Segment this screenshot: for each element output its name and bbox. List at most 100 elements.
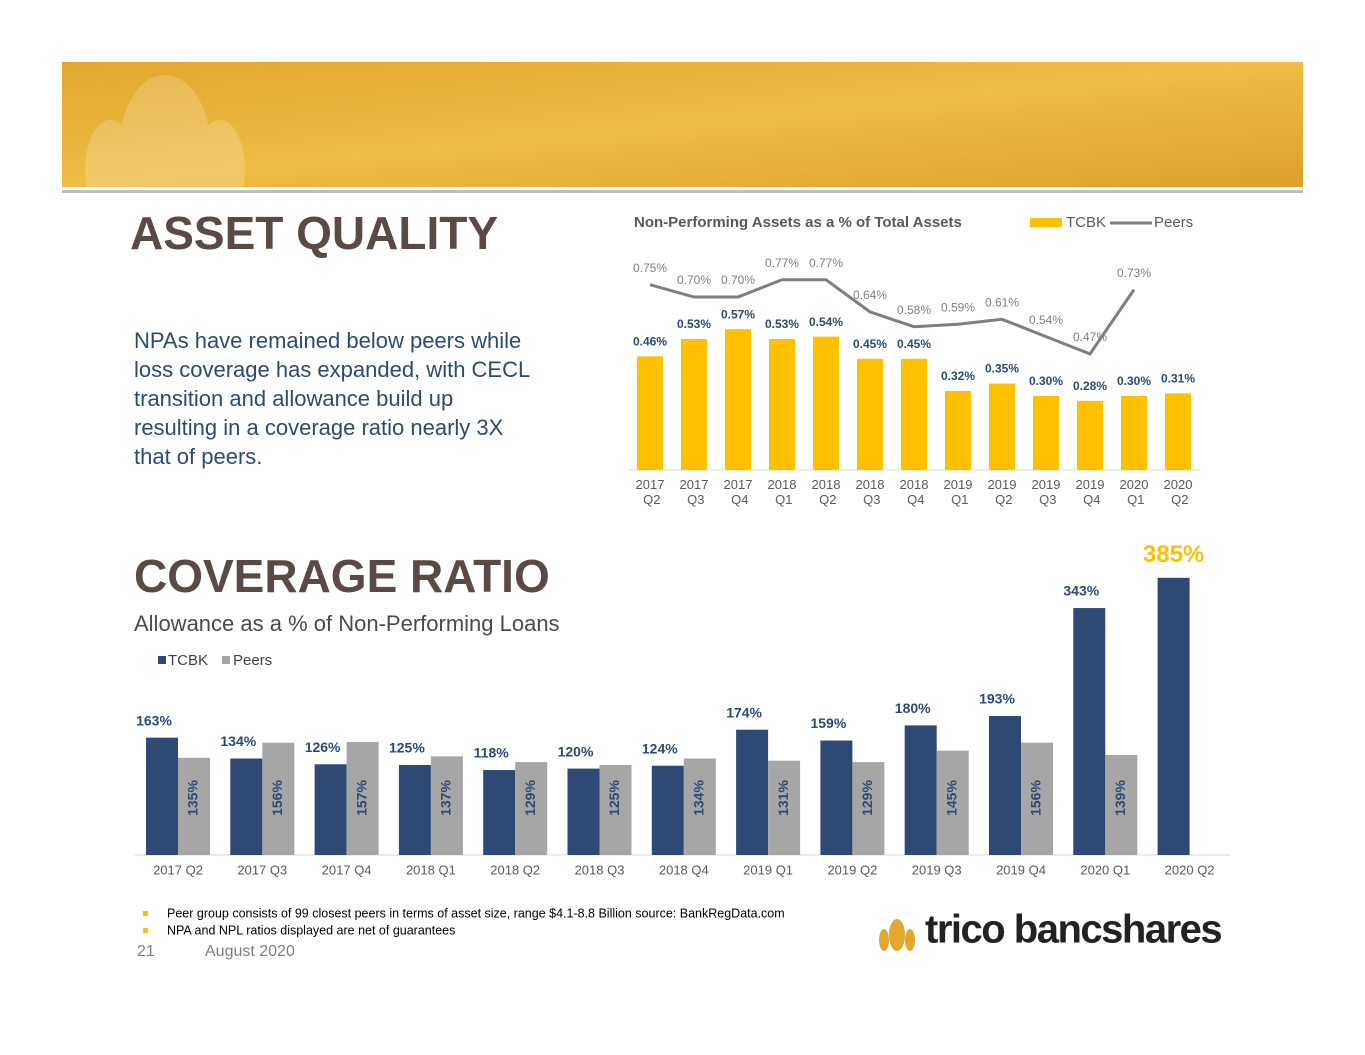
data-label: 0.32% — [941, 369, 975, 383]
x-tick-label: 2017 Q4 — [724, 477, 753, 507]
body-text: NPAs have remained below peers while los… — [134, 328, 530, 469]
banner-rule — [62, 190, 1303, 193]
bar — [146, 737, 178, 855]
bar — [599, 765, 632, 855]
x-tick-label: 2020 Q1 — [1080, 862, 1130, 877]
section-subtitle: Allowance as a % of Non-Performing Loans — [134, 611, 560, 636]
legend-label: Peers — [233, 652, 272, 669]
data-label: 145% — [943, 780, 959, 816]
logo-text: trico bancshares — [925, 908, 1221, 952]
bullet — [143, 928, 148, 933]
x-tick-label: 2018 Q3 — [856, 477, 885, 507]
x-tick-label: 2020 Q2 — [1164, 477, 1193, 507]
data-label: 0.64% — [853, 288, 887, 302]
data-label: 134% — [691, 780, 707, 816]
legend-swatch — [1030, 218, 1062, 227]
bar — [852, 762, 885, 855]
bar — [483, 770, 516, 855]
data-label: 193% — [979, 691, 1015, 707]
data-label: 159% — [810, 715, 846, 731]
bar — [262, 742, 295, 855]
data-label: 0.61% — [985, 295, 1019, 309]
bar — [813, 336, 839, 470]
logo-mark — [879, 919, 915, 951]
legend-label: Peers — [1154, 214, 1193, 231]
x-tick-label: 2017 Q3 — [237, 862, 287, 877]
x-tick-label: 2019 Q3 — [1032, 477, 1061, 507]
data-label: 0.58% — [897, 303, 931, 317]
footnote: Peer group consists of 99 closest peers … — [167, 906, 785, 920]
data-label: 120% — [558, 743, 594, 759]
x-tick-label: 2018 Q4 — [900, 477, 929, 507]
x-tick-label: 2019 Q3 — [912, 862, 962, 877]
data-label: 174% — [726, 704, 762, 720]
data-label: 139% — [1112, 780, 1128, 816]
bar — [683, 758, 716, 855]
data-label: 129% — [859, 780, 875, 816]
x-tick-label: 2017 Q3 — [680, 477, 709, 507]
data-label: 343% — [1063, 583, 1099, 599]
data-label: 137% — [438, 780, 454, 816]
data-label: 163% — [136, 712, 172, 728]
x-tick-label: 2017 Q2 — [153, 862, 203, 877]
x-tick-label: 2019 Q4 — [1076, 477, 1105, 507]
x-tick-label: 2019 Q1 — [944, 477, 973, 507]
x-tick-label: 2018 Q1 — [406, 862, 456, 877]
data-label: 0.70% — [677, 273, 711, 287]
x-tick-label: 2019 Q2 — [988, 477, 1017, 507]
data-label: 0.54% — [809, 315, 843, 329]
page-number: 21 — [137, 943, 155, 960]
x-tick-label: 2017 Q4 — [322, 862, 372, 877]
data-label: 385% — [1143, 541, 1204, 568]
x-tick-label: 2019 Q4 — [996, 862, 1046, 877]
data-label: 0.75% — [633, 261, 667, 275]
chart-title: Non-Performing Assets as a % of Total As… — [634, 214, 962, 231]
bar — [430, 756, 463, 855]
line — [649, 278, 1136, 356]
bar — [1105, 754, 1138, 855]
legend-swatch — [222, 656, 230, 664]
data-label: 126% — [305, 739, 341, 755]
data-label: 0.77% — [765, 256, 799, 270]
bar — [398, 765, 431, 855]
data-label: 0.53% — [677, 317, 711, 331]
bar — [346, 741, 379, 855]
bullet — [143, 911, 148, 916]
data-label: 0.28% — [1073, 379, 1107, 393]
data-label: 0.30% — [1029, 374, 1063, 388]
data-label: 156% — [269, 780, 285, 816]
footnote: NPA and NPL ratios displayed are net of … — [167, 923, 455, 937]
bar — [769, 339, 795, 470]
legend-label: TCBK — [1066, 214, 1106, 231]
bar — [736, 729, 769, 855]
bar — [989, 716, 1021, 855]
legend-swatch — [158, 656, 166, 664]
data-label: 0.57% — [721, 307, 755, 321]
x-tick-label: 2019 Q1 — [743, 862, 793, 877]
bar — [178, 757, 210, 855]
data-label: 0.35% — [985, 362, 1019, 376]
banner — [62, 62, 1303, 187]
bar — [1121, 395, 1147, 470]
bar — [936, 750, 969, 855]
bar — [768, 760, 801, 855]
x-tick-label: 2020 Q1 — [1120, 477, 1149, 507]
data-label: 131% — [775, 780, 791, 816]
data-label: 0.30% — [1117, 374, 1151, 388]
x-tick-label: 2018 Q2 — [490, 862, 540, 877]
bar — [1077, 400, 1103, 470]
data-label: 0.45% — [897, 337, 931, 351]
data-label: 0.46% — [633, 335, 667, 349]
data-label: 180% — [895, 700, 931, 716]
bar — [904, 725, 937, 855]
data-label: 0.77% — [809, 256, 843, 270]
data-label: 0.70% — [721, 273, 755, 287]
data-label: 134% — [220, 733, 256, 749]
bar — [820, 740, 853, 855]
section-title: ASSET QUALITY — [130, 207, 498, 259]
data-label: 124% — [642, 740, 678, 756]
bar — [651, 765, 684, 855]
data-label: 156% — [1028, 780, 1044, 816]
